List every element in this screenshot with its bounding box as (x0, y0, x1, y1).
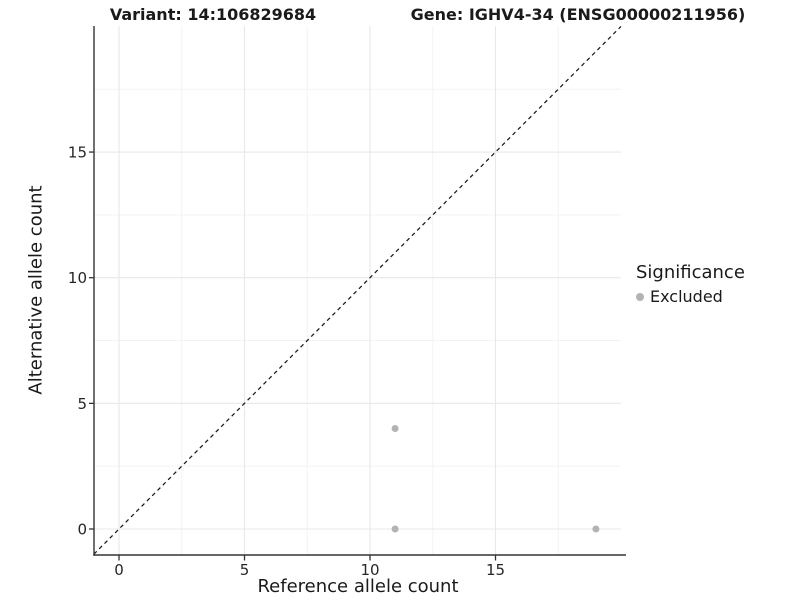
excluded-marker-icon (636, 292, 644, 301)
legend-item-label: Excluded (650, 287, 723, 306)
legend-item-excluded: Excluded (636, 287, 745, 306)
y-tick-label: 0 (77, 521, 87, 539)
gene-title: Gene: IGHV4-34 (ENSG00000211956) (410, 5, 746, 24)
x-tick-label: 10 (360, 561, 379, 579)
x-axis-title: Reference allele count (257, 576, 459, 597)
variant-title: Variant: 14:106829684 (109, 5, 317, 24)
y-tick-label: 5 (77, 395, 87, 413)
y-tick-label: 10 (68, 269, 87, 287)
data-point (391, 525, 399, 533)
data-point (391, 424, 399, 432)
legend: Significance Excluded (636, 262, 745, 306)
y-axis-title: Alternative allele count (25, 185, 47, 395)
y-tick-label: 15 (68, 144, 87, 162)
x-tick-label: 5 (240, 561, 250, 579)
legend-title: Significance (636, 262, 745, 283)
identity-reference-line (93, 25, 622, 555)
x-tick-label: 15 (486, 561, 505, 579)
x-tick-label: 0 (114, 561, 124, 579)
data-point (592, 525, 600, 533)
